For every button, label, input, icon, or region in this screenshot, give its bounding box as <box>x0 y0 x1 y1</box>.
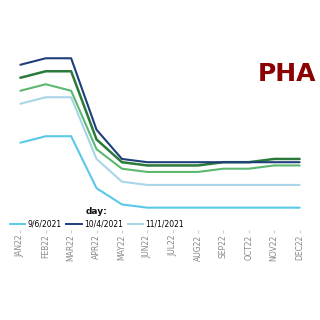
Legend: 9/6/2021, 10/4/2021, 11/1/2021: 9/6/2021, 10/4/2021, 11/1/2021 <box>10 207 184 229</box>
Text: PHA: PHA <box>258 62 317 86</box>
